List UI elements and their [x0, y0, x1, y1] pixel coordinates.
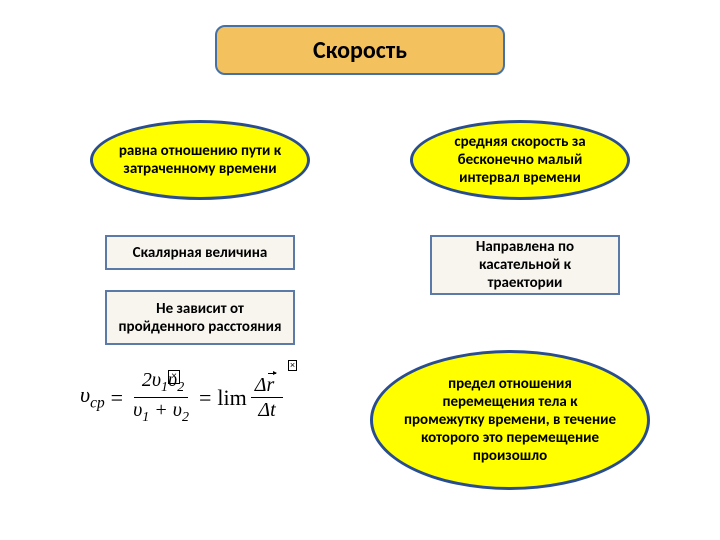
formula: υср = 2υ1υ2 υ1 + υ2 = lim Δr Δt — [80, 370, 340, 425]
glitch-box-1: × — [168, 370, 180, 384]
rect-tangent: Направлена по касательной к траектории — [430, 235, 620, 295]
title-box: Скорость — [215, 25, 505, 75]
ellipse-avg-text: средняя скорость за бесконечно малый инт… — [433, 133, 607, 187]
glitch-box-2: × — [288, 360, 297, 371]
rect-scalar: Скалярная величина — [105, 235, 295, 270]
rect-nodep-text: Не зависит от пройденного расстояния — [117, 300, 283, 336]
ellipse-avg: средняя скорость за бесконечно малый инт… — [410, 120, 630, 200]
rect-nodep: Не зависит от пройденного расстояния — [105, 290, 295, 345]
title-text: Скорость — [313, 36, 407, 65]
rect-scalar-text: Скалярная величина — [133, 244, 268, 262]
ellipse-ratio-text: равна отношению пути к затраченному врем… — [113, 142, 287, 178]
ellipse-ratio: равна отношению пути к затраченному врем… — [90, 120, 310, 200]
ellipse-limit: предел отношения перемещения тела к пром… — [370, 350, 650, 490]
ellipse-limit-text: предел отношения перемещения тела к пром… — [403, 375, 617, 465]
rect-tangent-text: Направлена по касательной к траектории — [442, 238, 608, 292]
